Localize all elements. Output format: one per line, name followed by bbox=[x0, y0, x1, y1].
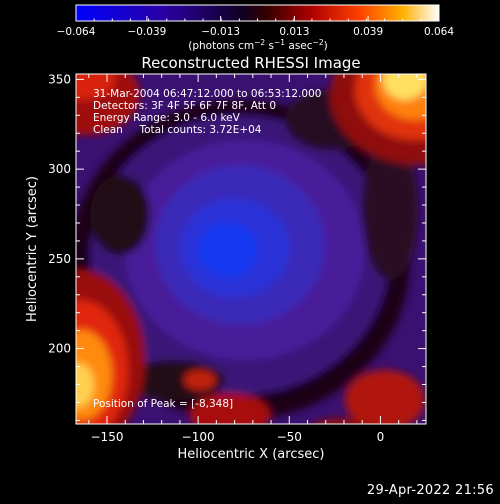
annotation-detectors: Detectors: 3F 4F 5F 6F 7F 8F, Att 0 bbox=[93, 100, 276, 112]
y-tick-label: 200 bbox=[48, 342, 71, 356]
colorbar-tick-label: 0.039 bbox=[353, 26, 383, 38]
annotation-block: 31-Mar-2004 06:47:12.000 to 06:53:12.000… bbox=[93, 88, 321, 136]
y-axis: 200 250 300 350 bbox=[48, 72, 426, 421]
y-tick-label: 250 bbox=[48, 252, 71, 266]
y-axis-label: Heliocentric Y (arcsec) bbox=[25, 176, 40, 322]
x-tick-label: 0 bbox=[377, 430, 385, 444]
annotation-energy: Energy Range: 3.0 - 6.0 keV bbox=[93, 112, 241, 124]
plot-frame bbox=[75, 73, 427, 425]
peak-position-label: Position of Peak = [-8,348] bbox=[93, 398, 233, 410]
colorbar-tick-label: 0.013 bbox=[279, 26, 309, 38]
chart-title: Reconstructed RHESSI Image bbox=[141, 54, 360, 72]
y-tick-label: 300 bbox=[48, 162, 71, 176]
y-tick-label: 350 bbox=[48, 72, 71, 86]
x-axis: −150 −100 −50 0 bbox=[88, 74, 418, 444]
timestamp: 29-Apr-2022 21:56 bbox=[366, 483, 494, 498]
annotation-counts: Clean Total counts: 3.72E+04 bbox=[93, 124, 262, 136]
heatmap-image bbox=[76, 74, 426, 424]
colorbar-tick-label: −0.039 bbox=[127, 26, 166, 38]
x-tick-label: −100 bbox=[182, 430, 215, 444]
colorbar-ticks: −0.064 −0.039 −0.013 0.013 0.039 0.064 bbox=[57, 16, 454, 38]
colorbar-tick-label: −0.064 bbox=[57, 26, 96, 38]
x-tick-label: −50 bbox=[277, 430, 302, 444]
colorbar-tick-label: −0.013 bbox=[201, 26, 240, 38]
colorbar-tick-label: 0.064 bbox=[424, 26, 454, 38]
x-axis-label: Heliocentric X (arcsec) bbox=[178, 447, 325, 462]
colorbar-units: (photons cm−2 s−1 asec−2) bbox=[188, 38, 327, 53]
annotation-time: 31-Mar-2004 06:47:12.000 to 06:53:12.000 bbox=[93, 88, 321, 100]
x-tick-label: −150 bbox=[91, 430, 124, 444]
